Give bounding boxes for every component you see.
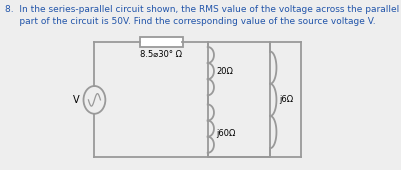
Text: j6Ω: j6Ω <box>278 95 292 104</box>
Text: part of the circuit is 50V. Find the corresponding value of the source voltage V: part of the circuit is 50V. Find the cor… <box>4 16 374 26</box>
Bar <box>140 37 182 47</box>
Text: V: V <box>73 95 79 105</box>
Text: 20Ω: 20Ω <box>216 67 233 76</box>
Text: 8.  In the series-parallel circuit shown, the RMS value of the voltage across th: 8. In the series-parallel circuit shown,… <box>4 5 398 14</box>
Text: j60Ω: j60Ω <box>216 129 235 138</box>
Text: 8.5⌀30° Ω: 8.5⌀30° Ω <box>140 50 181 59</box>
